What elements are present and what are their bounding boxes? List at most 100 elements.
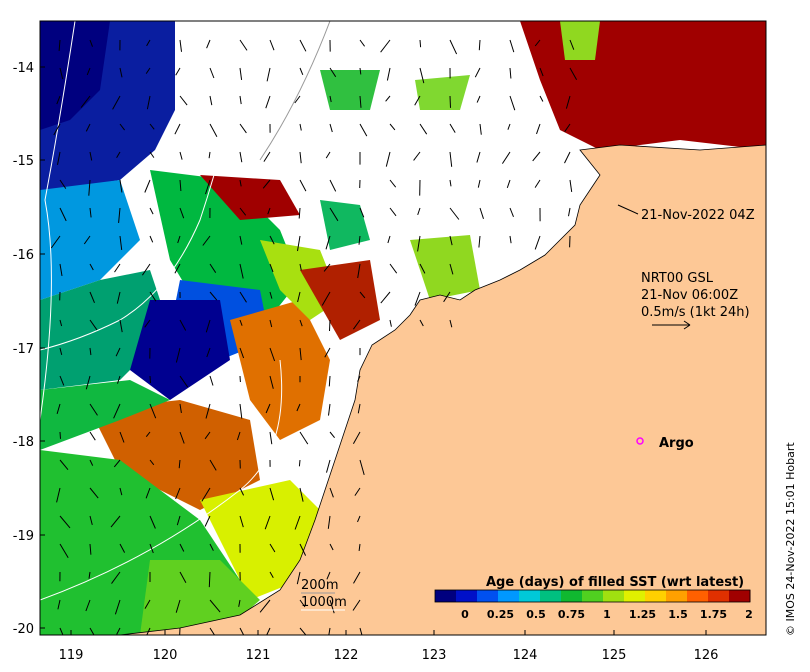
current-arrow [119, 235, 123, 250]
colorbar-cell [666, 590, 688, 602]
current-arrow [205, 179, 211, 195]
current-arrow [329, 95, 332, 103]
current-arrow [118, 207, 121, 223]
current-arrow [89, 319, 98, 331]
current-arrow [358, 543, 361, 551]
current-arrow [239, 235, 243, 245]
current-arrow [389, 263, 398, 274]
current-arrow [299, 487, 304, 502]
current-arrow [179, 403, 182, 413]
current-arrow [149, 151, 155, 158]
current-arrow [359, 291, 366, 299]
current-arrow [532, 151, 541, 162]
current-arrow [205, 319, 211, 333]
current-arrow [116, 627, 121, 635]
current-arrow [149, 543, 154, 554]
sst-patches [40, 21, 766, 635]
current-arrow [358, 235, 361, 245]
current-arrow [534, 235, 541, 250]
y-tick-label: -15 [13, 154, 34, 169]
time-label-pointer [617, 204, 639, 215]
current-arrow [263, 151, 271, 162]
current-arrow [179, 319, 187, 331]
current-arrow [119, 67, 123, 78]
current-arrow [85, 375, 91, 390]
current-arrow [202, 235, 211, 246]
current-arrow [57, 599, 61, 610]
current-arrow [565, 95, 571, 109]
current-arrow [419, 123, 428, 135]
current-arrow [299, 39, 307, 52]
current-arrow [239, 347, 245, 359]
current-arrow [389, 179, 397, 188]
current-arrow [149, 207, 154, 215]
current-arrow [501, 151, 511, 164]
current-arrow [359, 67, 362, 75]
current-arrow [325, 151, 331, 159]
current-arrow [321, 291, 331, 306]
current-arrow [265, 95, 271, 109]
current-arrow [327, 515, 331, 529]
colorbar-tick-label: 0.5 [526, 608, 546, 621]
current-arrow [239, 291, 247, 303]
map-plot-area [40, 21, 766, 635]
current-arrow [119, 487, 123, 496]
current-arrow [89, 151, 93, 161]
colorbar-cell [540, 590, 562, 602]
y-axis: -14 -15 -16 -17 -18 -19 -20 [13, 61, 45, 637]
current-arrow [449, 39, 458, 55]
current-arrow [149, 235, 154, 243]
current-arrow [208, 151, 211, 159]
x-axis: 119 120 121 122 123 124 125 126 [59, 630, 718, 663]
current-arrow [326, 571, 331, 580]
current-arrow [201, 487, 211, 502]
current-arrow [299, 67, 304, 75]
current-arrow [329, 319, 331, 332]
current-arrow [239, 319, 243, 326]
current-arrow [449, 235, 453, 246]
current-arrow [209, 123, 218, 137]
current-arrow [59, 207, 67, 222]
current-arrow [59, 627, 64, 635]
current-arrow [56, 403, 61, 415]
current-arrow [149, 459, 155, 466]
colorbar-cell [435, 590, 457, 602]
current-product-label: NRT00 GSL [641, 271, 714, 286]
x-tick-label: 120 [153, 648, 178, 663]
current-arrow [119, 431, 125, 443]
current-arrow [329, 179, 337, 192]
current-arrow [324, 347, 331, 358]
argo-float-marker [636, 437, 644, 445]
y-tick-label: -16 [13, 248, 34, 263]
current-arrow [476, 151, 481, 163]
current-arrow [299, 123, 302, 131]
y-tick-label: -20 [13, 622, 34, 637]
current-arrow [239, 123, 247, 134]
current-arrow [352, 319, 361, 330]
current-arrow [175, 487, 181, 500]
current-arrow [89, 627, 95, 635]
current-arrow [267, 207, 271, 215]
current-arrow [269, 543, 276, 553]
current-arrow [269, 263, 274, 273]
current-arrow [117, 375, 121, 384]
current-arrow [266, 67, 271, 82]
current-arrow [296, 571, 301, 585]
current-arrow [146, 95, 151, 110]
current-arrow [89, 459, 94, 466]
current-arrow [294, 515, 301, 530]
current-arrow [449, 263, 454, 275]
colorbar-cell [729, 590, 751, 602]
current-arrow [59, 375, 65, 386]
colorbar-cell [456, 590, 478, 602]
colorbar-tick-label: 1.25 [629, 608, 656, 621]
current-arrow [59, 263, 63, 276]
current-arrow [145, 67, 151, 74]
current-arrow [569, 39, 575, 50]
colorbar-tick-label: 1 [603, 608, 611, 621]
current-arrow [179, 543, 185, 552]
current-arrow [357, 515, 361, 523]
colorbar-cell [645, 590, 667, 602]
current-arrow [89, 487, 99, 499]
